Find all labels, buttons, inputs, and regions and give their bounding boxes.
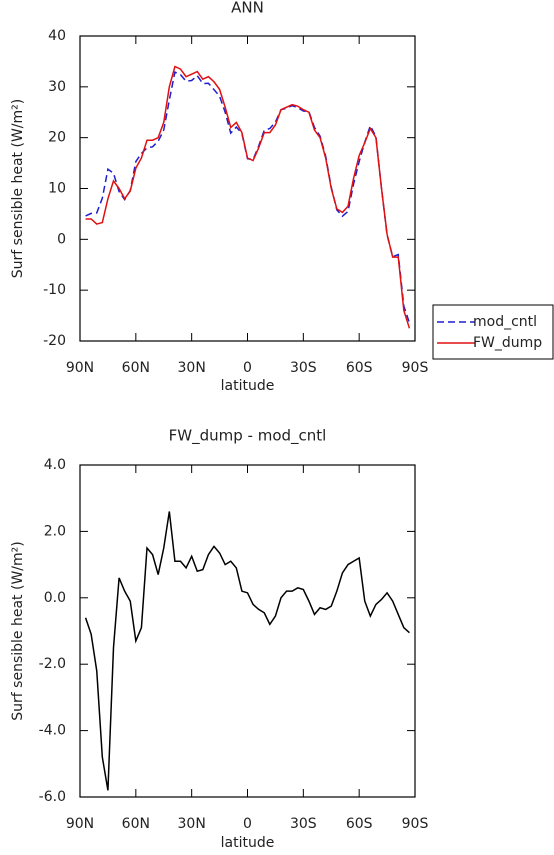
y-tick-label: -2.0 [39, 656, 66, 672]
legend-label: mod_cntl [473, 314, 537, 330]
x-tick-label: 30S [290, 360, 317, 376]
x-tick-label: 0 [243, 816, 252, 832]
legend-box [432, 304, 554, 360]
legend: mod_cntl FW_dump [432, 304, 554, 360]
x-tick-label: 90S [402, 360, 429, 376]
y-axis-label: Surf sensible heat (W/m²) [10, 541, 26, 720]
y-tick-label: -6.0 [39, 789, 66, 805]
y-tick-label: 0.0 [44, 590, 66, 606]
y-tick-label: 10 [48, 181, 66, 197]
x-tick-label: 60S [346, 360, 373, 376]
x-tick-label: 30S [290, 816, 317, 832]
plot-frame [79, 464, 416, 798]
legend-label: FW_dump [473, 335, 542, 351]
y-tick-label: 2.0 [44, 523, 66, 539]
x-tick-label: 0 [243, 360, 252, 376]
x-tick-label: 60N [122, 816, 150, 832]
x-tick-label: 60N [122, 360, 150, 376]
chart-title: FW_dump - mod_cntl [169, 427, 327, 446]
x-tick-label: 30N [178, 360, 206, 376]
y-tick-label: -20 [43, 333, 66, 349]
data-line [85, 71, 411, 324]
x-tick-label: 90N [66, 816, 94, 832]
plot-frame [79, 35, 416, 342]
y-tick-label: 30 [48, 79, 66, 95]
x-tick-label: 30N [178, 816, 206, 832]
y-tick-label: -10 [43, 282, 66, 298]
data-line [85, 65, 411, 329]
y-tick-label: 40 [48, 28, 66, 44]
x-tick-label: 90N [66, 360, 94, 376]
x-axis-label: latitude [221, 378, 275, 394]
y-tick-label: 4.0 [44, 457, 66, 473]
y-tick-label: 20 [48, 130, 66, 146]
chart-title: ANN [231, 0, 264, 17]
data-line [84, 511, 410, 791]
y-axis-label: Surf sensible heat (W/m²) [10, 99, 26, 278]
x-tick-label: 90S [402, 816, 429, 832]
x-axis-label: latitude [221, 835, 275, 851]
x-tick-label: 60S [346, 816, 373, 832]
y-tick-label: -4.0 [39, 723, 66, 739]
y-tick-label: 0 [57, 231, 66, 247]
